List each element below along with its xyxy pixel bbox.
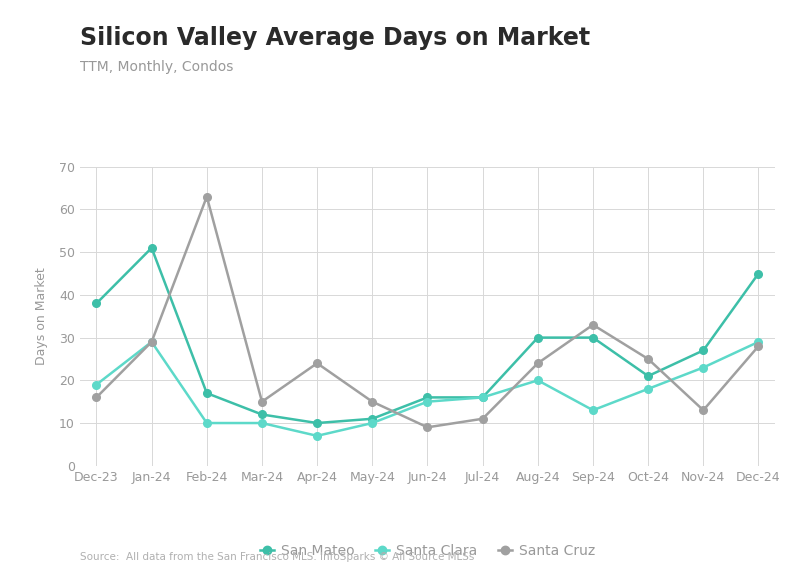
Line: San Mateo: San Mateo: [93, 244, 762, 427]
Santa Cruz: [753, 343, 763, 350]
Santa Cruz: [92, 394, 101, 401]
Santa Clara: [478, 394, 487, 401]
San Mateo: [533, 334, 543, 341]
San Mateo: [643, 373, 653, 380]
Santa Clara: [257, 420, 267, 427]
Santa Cruz: [588, 321, 598, 328]
Santa Clara: [753, 339, 763, 346]
Text: Source:  All data from the San Francisco MLS. InfoSparks © All Source MLSs: Source: All data from the San Francisco …: [80, 553, 475, 562]
San Mateo: [588, 334, 598, 341]
Line: Santa Cruz: Santa Cruz: [93, 193, 762, 431]
Santa Cruz: [147, 339, 157, 346]
Santa Cruz: [312, 360, 322, 367]
Santa Clara: [312, 432, 322, 439]
Santa Cruz: [423, 424, 432, 431]
Text: Silicon Valley Average Days on Market: Silicon Valley Average Days on Market: [80, 26, 590, 50]
San Mateo: [257, 411, 267, 418]
San Mateo: [147, 244, 157, 251]
Santa Cruz: [643, 355, 653, 362]
Legend: San Mateo, Santa Clara, Santa Cruz: San Mateo, Santa Clara, Santa Cruz: [254, 538, 601, 564]
Santa Clara: [147, 339, 157, 346]
San Mateo: [312, 420, 322, 427]
Santa Clara: [92, 381, 101, 388]
San Mateo: [698, 347, 708, 354]
Santa Clara: [643, 385, 653, 392]
Santa Cruz: [698, 407, 708, 413]
Santa Cruz: [257, 398, 267, 405]
Santa Cruz: [478, 415, 487, 422]
Santa Clara: [588, 407, 598, 413]
San Mateo: [423, 394, 432, 401]
Santa Cruz: [202, 193, 212, 200]
Santa Cruz: [533, 360, 543, 367]
Text: TTM, Monthly, Condos: TTM, Monthly, Condos: [80, 60, 233, 74]
Santa Clara: [533, 377, 543, 384]
San Mateo: [753, 270, 763, 277]
San Mateo: [92, 300, 101, 307]
Santa Clara: [423, 398, 432, 405]
Line: Santa Clara: Santa Clara: [93, 338, 762, 440]
Y-axis label: Days on Market: Days on Market: [35, 267, 48, 365]
San Mateo: [368, 415, 377, 422]
Santa Clara: [368, 420, 377, 427]
San Mateo: [202, 390, 212, 397]
Santa Cruz: [368, 398, 377, 405]
San Mateo: [478, 394, 487, 401]
Santa Clara: [698, 364, 708, 371]
Santa Clara: [202, 420, 212, 427]
